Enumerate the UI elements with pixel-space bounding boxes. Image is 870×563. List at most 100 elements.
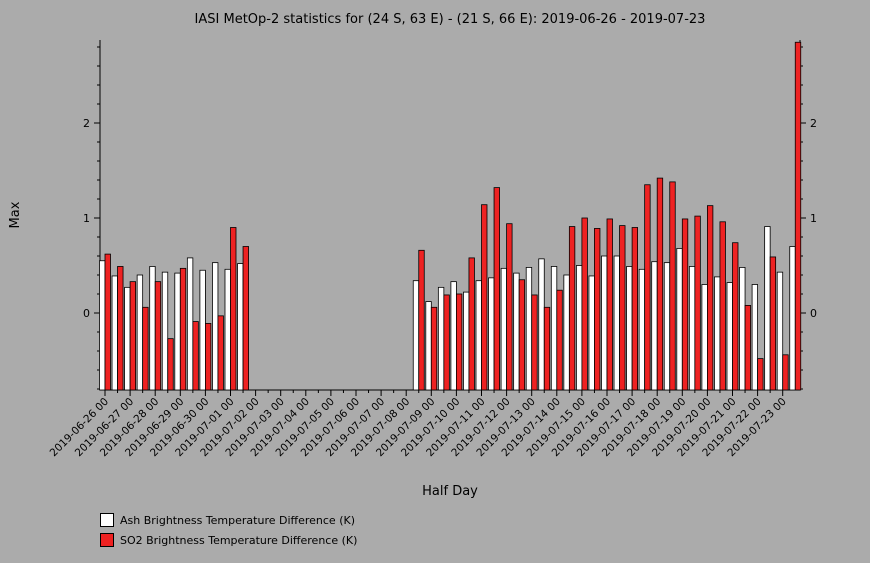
bar-ash: [500, 267, 508, 391]
bar-so2: [757, 358, 764, 391]
bar-ash: [525, 266, 533, 391]
bar-so2: [167, 338, 174, 391]
y-axis-label: Max: [8, 201, 23, 228]
bar-ash: [224, 268, 231, 391]
bar-so2: [694, 215, 701, 391]
y-tick-label-right: 1: [810, 212, 817, 225]
bar-ash: [412, 280, 420, 391]
bar-ash: [463, 291, 470, 391]
bar-so2: [543, 306, 551, 391]
bar-so2: [719, 221, 726, 391]
bar-ash: [663, 262, 671, 391]
bar-so2: [681, 218, 689, 391]
legend-item-so2: SO2 Brightness Temperature Difference (K…: [100, 532, 357, 548]
bar-so2: [581, 217, 588, 391]
bar-ash: [588, 275, 595, 391]
bar-so2: [179, 267, 187, 391]
bar-ash: [161, 271, 169, 391]
bar-so2: [769, 256, 777, 391]
bar-ash: [199, 269, 206, 391]
bar-ash: [124, 286, 131, 391]
bar-ash: [550, 266, 558, 391]
bar-so2: [732, 242, 739, 391]
bar-so2: [644, 184, 651, 391]
bar-ash: [726, 282, 733, 391]
bar-ash: [99, 260, 106, 391]
y-tick-label-right: 0: [810, 307, 817, 320]
bar-so2: [117, 266, 124, 391]
bar-so2: [468, 257, 475, 391]
bar-so2: [154, 281, 162, 391]
bar-so2: [794, 41, 802, 391]
bar-so2: [430, 306, 438, 391]
bar-so2: [518, 279, 526, 391]
legend-swatch-so2: [100, 533, 114, 547]
bar-ash: [651, 261, 658, 391]
y-tick-label-left: 2: [83, 117, 90, 130]
bar-so2: [707, 205, 714, 391]
bar-ash: [789, 246, 796, 391]
legend-item-ash: Ash Brightness Temperature Difference (K…: [100, 512, 355, 528]
bar-ash: [576, 265, 583, 391]
bar-ash: [701, 284, 708, 391]
bar-ash: [676, 247, 683, 391]
bar-so2: [619, 225, 626, 391]
bar-ash: [776, 271, 784, 391]
bar-ash: [739, 266, 746, 391]
bar-so2: [656, 177, 664, 391]
chart-title: IASI MetOp-2 statistics for (24 S, 63 E)…: [195, 12, 706, 27]
bar-ash: [475, 280, 482, 391]
bar-so2: [556, 289, 563, 391]
bar-ash: [601, 255, 608, 391]
bar-ash: [437, 286, 445, 391]
x-axis-label: Half Day: [422, 484, 478, 499]
bar-ash: [174, 272, 181, 391]
bar-so2: [142, 306, 149, 391]
bar-ash: [111, 275, 118, 391]
bar-so2: [443, 294, 450, 391]
bar-so2: [230, 227, 237, 391]
bar-ash: [149, 266, 156, 391]
bar-so2: [669, 181, 676, 391]
bar-ash: [764, 226, 771, 391]
bar-so2: [418, 249, 425, 391]
bar-so2: [481, 204, 488, 391]
bar-ash: [450, 281, 457, 391]
bar-ash: [237, 263, 244, 391]
bar-ash: [714, 276, 721, 391]
y-tick-label-left: 1: [83, 212, 90, 225]
bar-ash: [626, 266, 633, 391]
bar-so2: [129, 281, 137, 391]
bar-so2: [242, 246, 249, 391]
bar-ash: [513, 272, 520, 391]
legend-swatch-ash: [100, 513, 114, 527]
bar-ash: [538, 258, 545, 391]
bar-ash: [136, 274, 144, 391]
bar-so2: [204, 323, 212, 391]
bar-ash: [688, 266, 696, 391]
bar-ash: [751, 284, 758, 391]
bar-so2: [744, 304, 751, 391]
legend-label-so2: SO2 Brightness Temperature Difference (K…: [120, 533, 358, 547]
bar-ash: [638, 268, 646, 391]
bar-ash: [488, 277, 495, 391]
bar-ash: [212, 262, 219, 391]
bar-so2: [782, 354, 789, 391]
bar-so2: [192, 321, 199, 391]
bar-so2: [531, 294, 538, 391]
bar-ash: [613, 255, 620, 391]
bar-so2: [568, 226, 576, 391]
bar-ash: [186, 257, 194, 391]
bar-so2: [606, 218, 613, 391]
bar-so2: [631, 227, 638, 391]
y-tick-label-left: 0: [83, 307, 90, 320]
bar-so2: [506, 223, 513, 391]
bar-ash: [563, 274, 570, 391]
bar-so2: [493, 187, 500, 391]
bar-so2: [594, 228, 601, 391]
bar-so2: [455, 293, 463, 391]
legend-label-ash: Ash Brightness Temperature Difference (K…: [120, 513, 355, 527]
bar-so2: [104, 253, 111, 391]
